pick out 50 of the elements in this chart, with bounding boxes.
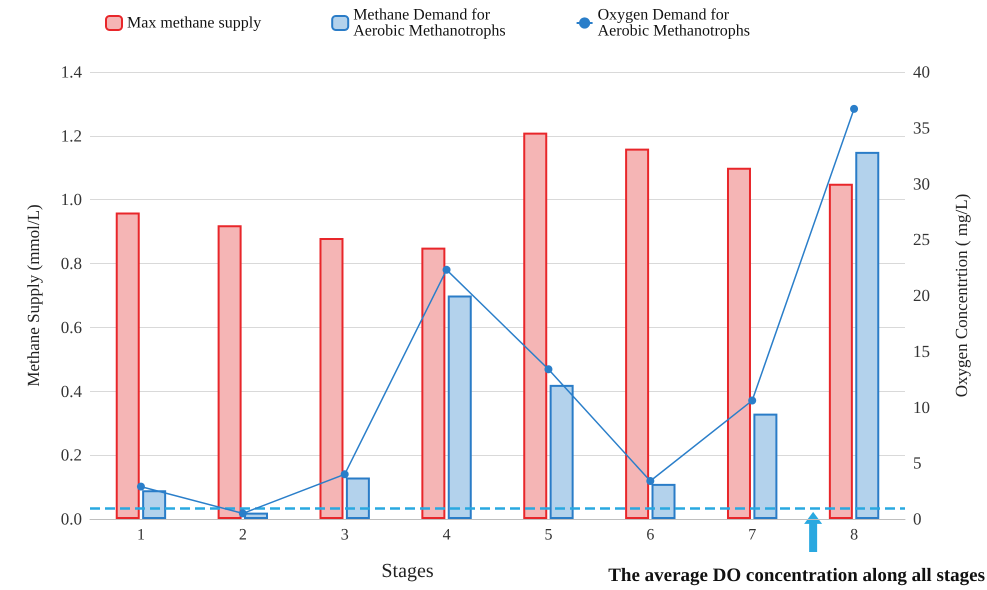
y2-tick-label: 25 xyxy=(913,230,930,250)
y2-tick-label: 10 xyxy=(913,398,930,417)
ref-line-label: The average DO concentration along all stages xyxy=(608,565,986,586)
y-tick-label: 0.0 xyxy=(60,510,82,528)
y-tick-label: 1.2 xyxy=(60,126,82,146)
y-tick-label: 0.8 xyxy=(60,254,82,274)
bar xyxy=(116,212,140,519)
legend-label: Oxygen Demand for Aerobic Methanotrophs xyxy=(598,6,750,40)
y-tick-label: 1.4 xyxy=(60,62,82,82)
y2-tick-label: 20 xyxy=(913,286,930,305)
point xyxy=(850,104,858,113)
point xyxy=(748,396,756,405)
y-tick-label: 1.0 xyxy=(60,190,82,210)
x-tick-label: 2 xyxy=(238,526,247,544)
point xyxy=(136,482,145,491)
y2-tick-label: 0 xyxy=(913,510,922,528)
x-tick-label: 7 xyxy=(748,526,756,544)
y-tick-label: 0.6 xyxy=(60,318,82,337)
y-tick-label: 0.2 xyxy=(60,446,82,465)
x-tick-label: 4 xyxy=(442,526,451,544)
x-tick-label: 6 xyxy=(646,526,654,544)
point xyxy=(340,470,349,478)
x-axis-title: Stages xyxy=(381,560,434,582)
y2-tick-label: 5 xyxy=(913,454,922,473)
bar xyxy=(319,238,344,519)
legend-label: Max methane supply xyxy=(127,14,262,32)
y-tick-label: 0.4 xyxy=(60,382,82,401)
bar xyxy=(726,168,751,519)
point xyxy=(442,266,451,274)
legend-label: Methane Demand for Aerobic Methanotrophs xyxy=(353,6,506,40)
point xyxy=(544,365,552,374)
bar xyxy=(523,132,548,519)
x-tick-label: 3 xyxy=(340,526,349,544)
y2-tick-label: 15 xyxy=(913,342,930,361)
y2-tick-label: 35 xyxy=(913,118,930,138)
y2-tick-label: 40 xyxy=(913,62,930,82)
x-tick-label: 1 xyxy=(136,526,145,544)
bar xyxy=(753,414,778,519)
bar xyxy=(625,148,650,519)
bar xyxy=(855,152,880,519)
point xyxy=(238,509,247,518)
y-axis-title: Methane Supply (mmol/L) xyxy=(24,204,43,387)
bar xyxy=(421,248,446,519)
y2-axis-title: Oxygen Concentrtion ( mg/L) xyxy=(952,194,971,398)
x-tick-label: 8 xyxy=(850,526,858,544)
bar xyxy=(828,184,853,519)
bar xyxy=(218,225,242,519)
x-tick-label: 5 xyxy=(544,526,552,544)
y2-tick-label: 30 xyxy=(913,174,930,194)
point xyxy=(646,477,654,486)
